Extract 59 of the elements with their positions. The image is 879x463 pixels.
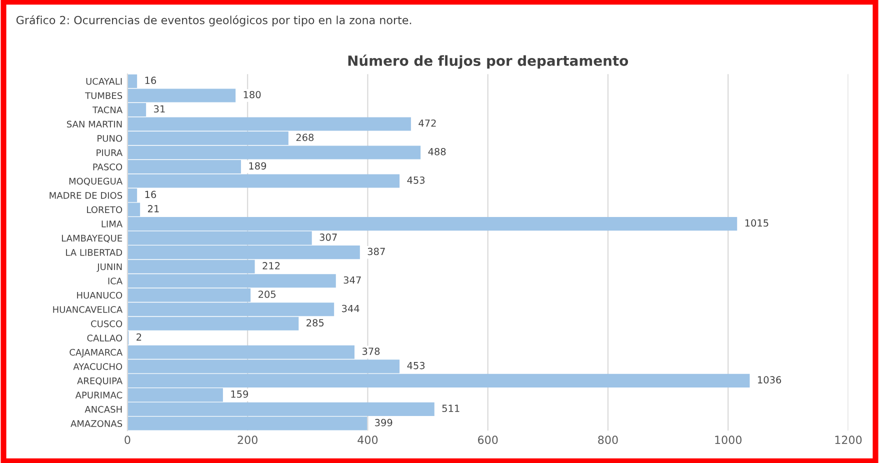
y-tick-label: HUANUCO [77,292,122,299]
data-label: 268 [296,134,314,142]
y-tick-label: PIURA [96,149,123,156]
x-tick-label: 200 [238,436,258,444]
x-tick-label: 800 [598,436,618,444]
x-tick-label: 1000 [715,436,742,444]
data-label: 453 [407,362,425,370]
data-label: 387 [368,248,385,256]
data-label: 285 [306,319,324,326]
data-label: 378 [362,348,380,355]
y-tick-label: UCAYALI [86,78,122,85]
data-label: 1015 [745,219,768,227]
data-label: 472 [418,119,436,127]
y-tick-label: LIMA [102,220,123,228]
y-tick-label: LA LIBERTAD [66,249,122,256]
data-label: 180 [244,90,261,98]
data-label: 212 [262,262,280,270]
y-tick-label: CALLAO [87,334,122,342]
data-label: 159 [231,390,248,398]
y-tick-label: TACNA [92,106,123,114]
data-label: 16 [145,76,156,84]
y-tick-label: CUSCO [91,320,122,328]
y-tick-label: LAMBAYEQUE [62,234,122,243]
y-tick-label: HUANCAVELICA [53,306,123,313]
data-label: 488 [428,148,446,156]
y-tick-label: PUNO [98,134,122,142]
y-tick-label: JUNIN [96,263,122,272]
y-tick-label: LORETO [87,206,122,214]
y-tick-label: APURIMAC [75,392,122,398]
y-tick-label: AREQUIPA [77,377,123,386]
y-tick-label: AMAZONAS [70,420,122,428]
x-tick-label: 400 [358,436,378,444]
x-tick-label: 1200 [835,436,862,444]
data-label: 31 [154,105,165,113]
y-tick-label: AYACUCHO [73,363,122,370]
data-label: 347 [344,276,361,284]
y-tick-label: ICA [108,278,123,284]
y-tick-label: PASCO [93,164,122,170]
x-tick-label: 0 [124,436,130,444]
text: Gráfico 2: Ocurrencias de eventos geológicos por tipo en la zona norte. [16,15,412,26]
data-label: 2 [136,333,142,341]
y-tick-label: TUMBES [85,92,122,100]
data-label: 205 [258,290,276,298]
data-label: 344 [342,304,360,312]
data-label: 21 [148,205,159,212]
y-tick-label: ANCASH [84,406,122,413]
y-tick-label: SAN MARTIN [66,120,122,128]
data-label: 307 [320,234,337,241]
data-label: 399 [375,418,392,426]
data-label: 511 [442,404,460,412]
data-label: 1036 [758,376,782,384]
chart-title: Número de flujos por departamento [348,54,628,69]
data-label: 453 [407,176,425,184]
data-label: 189 [249,162,266,170]
y-tick-label: MADRE DE DIOS [50,192,122,199]
x-tick-label: 600 [478,436,498,444]
data-label: 16 [145,190,156,198]
y-tick-label: MOQUEGUA [69,178,123,186]
y-tick-label: CAJAMARCA [70,348,123,358]
